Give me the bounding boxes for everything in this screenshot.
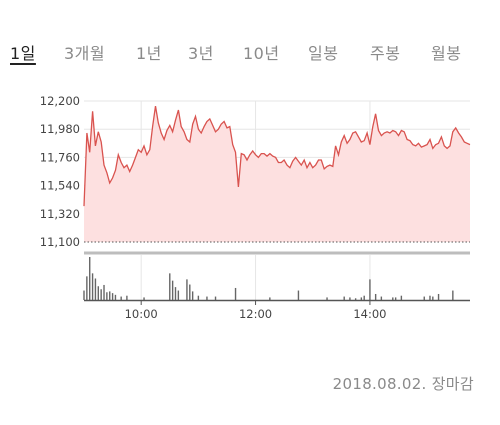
tab-1day[interactable]: 1일: [10, 44, 36, 63]
x-tick-label: 14:00: [353, 307, 386, 321]
tab-monthly-candle[interactable]: 월봉: [431, 44, 462, 63]
y-tick-label: 11,540: [40, 179, 80, 193]
tab-3years[interactable]: 3년: [188, 44, 214, 63]
x-tick-label: 12:00: [239, 307, 272, 321]
tab-10years[interactable]: 10년: [243, 44, 280, 63]
tab-3months[interactable]: 3개월: [64, 44, 106, 63]
y-tick-label: 12,200: [40, 94, 80, 108]
tab-daily-candle[interactable]: 일봉: [308, 44, 339, 63]
y-tick-label: 11,100: [40, 235, 80, 249]
price-line: [83, 105, 471, 207]
x-axis-ticks: 10:00 12:00 14:00: [125, 300, 387, 321]
period-tabs: 1일 3개월 1년 3년 10년 일봉 주봉 월봉: [0, 40, 500, 68]
volume-bars: [83, 257, 454, 300]
price-area-fill: [84, 106, 470, 242]
y-tick-label: 11,980: [40, 122, 80, 136]
tab-weekly-candle[interactable]: 주봉: [370, 44, 401, 63]
market-close-timestamp: 2018.08.02. 장마감: [332, 375, 474, 393]
intraday-price-chart: 12,200 11,980 11,760 11,540 11,320 11,100 10:…: [40, 94, 471, 321]
y-axis-ticks: 12,200 11,980 11,760 11,540 11,320 11,100: [40, 94, 80, 249]
y-tick-label: 11,320: [40, 207, 80, 221]
y-tick-label: 11,760: [40, 150, 80, 164]
tab-1year[interactable]: 1년: [136, 44, 162, 63]
x-tick-label: 10:00: [125, 307, 158, 321]
